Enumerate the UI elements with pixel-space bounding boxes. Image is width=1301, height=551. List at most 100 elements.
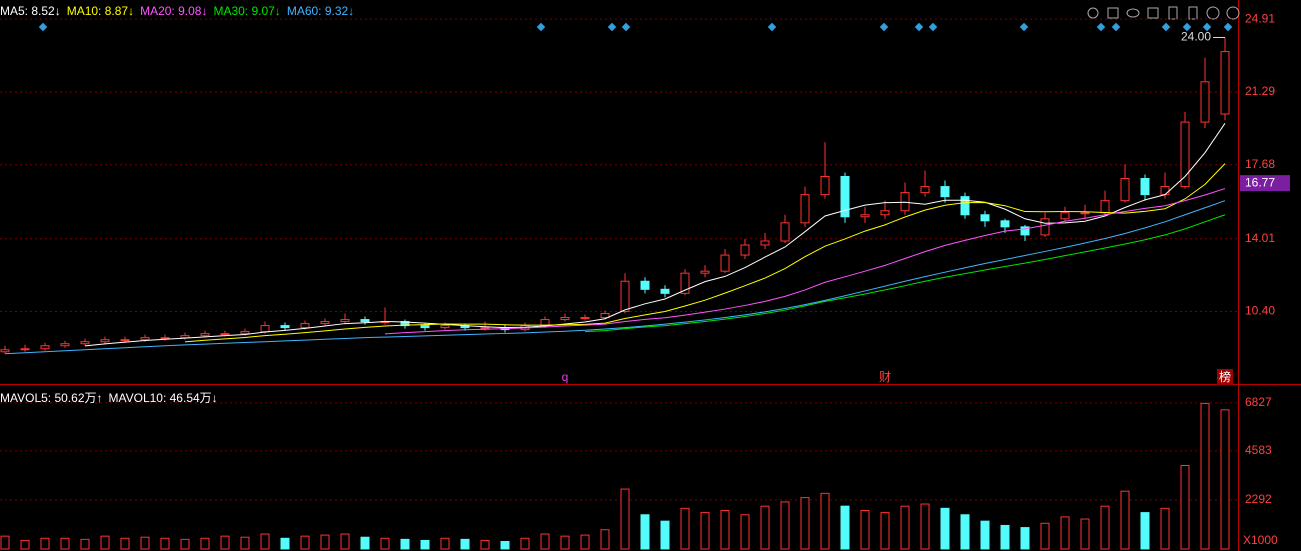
candle-body [440, 325, 450, 329]
view-icon[interactable] [1126, 8, 1140, 18]
candle-body [100, 339, 110, 343]
volume-bar [400, 538, 410, 550]
event-marker [1161, 22, 1171, 32]
y-tick-label: 6827 [1245, 395, 1272, 409]
candle-body [280, 325, 290, 329]
candle-body [1180, 121, 1190, 188]
candle-body [1080, 212, 1090, 215]
candle-body [1220, 51, 1230, 115]
candle-body [720, 254, 730, 272]
event-label: 榜 [1219, 369, 1231, 384]
lock-icon[interactable] [1168, 6, 1178, 20]
candle-body [1020, 226, 1030, 236]
y-tick-label: 24.91 [1245, 11, 1275, 25]
candle-body [300, 323, 310, 329]
volume-bar [360, 536, 370, 550]
current-price-box [1240, 175, 1290, 192]
y-tick-label: 14.01 [1245, 231, 1275, 245]
candle-body [1140, 178, 1150, 196]
volume-bar [700, 512, 710, 550]
event-marker [621, 22, 631, 32]
volume-bar [1220, 409, 1230, 550]
legend-entry: MAVOL5: 50.62万↑ [0, 391, 103, 405]
volume-bar [800, 497, 810, 550]
candle-body [360, 319, 370, 323]
current-price-label: 16.77 [1245, 175, 1275, 189]
volume-bar [780, 501, 790, 550]
candle-body [20, 348, 30, 351]
event-marker [914, 22, 924, 32]
volume-bar [680, 507, 690, 550]
volume-bar [320, 534, 330, 550]
volume-bar [340, 533, 350, 550]
volume-bar [600, 529, 610, 550]
settings-icon[interactable] [1087, 7, 1099, 19]
ma-legend: MA5: 8.52↓ MA10: 8.87↓ MA20: 9.08↓ MA30: 9.… [0, 4, 360, 18]
legend-entry: MA30: 9.07↓ [213, 4, 281, 18]
volume-bar [1020, 527, 1030, 550]
volume-bar [660, 520, 670, 550]
candle-body [1000, 220, 1010, 228]
volume-bar [500, 541, 510, 550]
volume-bar [1040, 522, 1050, 550]
candle-body [960, 196, 970, 216]
event-marker [928, 22, 938, 32]
volume-bar [1160, 507, 1170, 550]
volume-bar [840, 505, 850, 550]
volume-bar [1100, 505, 1110, 550]
pan-icon[interactable] [1188, 6, 1198, 20]
volume-bar [860, 509, 870, 550]
volume-bar [720, 509, 730, 550]
candle-body [840, 175, 850, 218]
candle-body [560, 317, 570, 321]
candle-body [600, 312, 610, 319]
volume-bar [740, 514, 750, 550]
event-badge [1217, 369, 1233, 385]
event-marker [879, 22, 889, 32]
save-icon[interactable] [1147, 7, 1159, 19]
candle-body [800, 194, 810, 224]
candle-body [660, 288, 670, 294]
y-tick-label: 21.29 [1245, 84, 1275, 98]
volume-bar [420, 539, 430, 550]
event-label: 财 [879, 370, 891, 384]
ma-line [584, 214, 1226, 333]
volume-bar [120, 537, 130, 550]
candle-body [740, 244, 750, 256]
volume-bar [220, 535, 230, 550]
zoom-out-icon[interactable] [1226, 6, 1240, 20]
ma-line [84, 123, 1226, 347]
draw-icon[interactable] [1107, 7, 1119, 19]
toolbar[interactable] [1087, 6, 1240, 20]
ma-line [184, 163, 1226, 343]
volume-bar [60, 537, 70, 550]
y-tick-label: 17.68 [1245, 157, 1275, 171]
volume-bar [1200, 402, 1210, 550]
ma-line [4, 200, 1226, 355]
candle-body [880, 210, 890, 216]
volume-bar [260, 533, 270, 550]
volume-bar [980, 520, 990, 550]
candle-body [0, 349, 10, 353]
volume-bar [1120, 490, 1130, 550]
volume-bar [520, 537, 530, 550]
candle-body [180, 335, 190, 339]
volume-bar [20, 539, 30, 550]
candle-body [340, 319, 350, 323]
candle-body [40, 345, 50, 350]
volume-bar [880, 512, 890, 550]
candle-body [780, 222, 790, 242]
candle-body [940, 186, 950, 198]
candle-body [580, 317, 590, 320]
candle-body [420, 325, 430, 329]
volume-bar [580, 534, 590, 550]
candle-body [1040, 218, 1050, 236]
volume-bar [560, 535, 570, 550]
legend-entry: MA20: 9.08↓ [140, 4, 208, 18]
volume-bar [200, 537, 210, 550]
candle-body [680, 272, 690, 294]
y-tick-label: 10.40 [1245, 304, 1275, 318]
zoom-in-icon[interactable] [1206, 6, 1220, 20]
volume-bar [100, 535, 110, 550]
candle-body [820, 175, 830, 196]
